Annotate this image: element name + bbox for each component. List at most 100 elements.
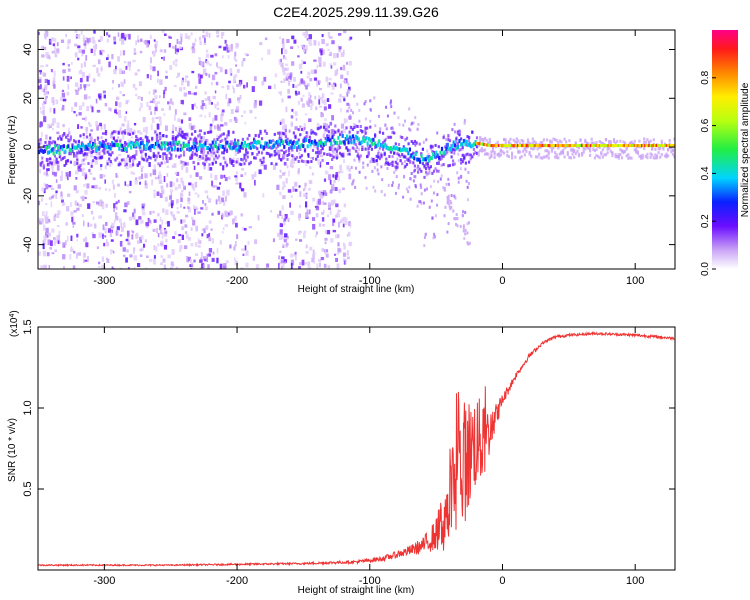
- spectrogram-noise-cell: [62, 69, 66, 74]
- spectrogram-noise-cell: [329, 63, 332, 66]
- spectrogram-noise-cell: [347, 89, 350, 94]
- spectrogram-noise-cell: [163, 113, 166, 116]
- spectrogram-ridge-cell: [347, 140, 350, 145]
- spectrogram-noise-cell: [219, 263, 223, 269]
- spectrogram-noise-cell: [48, 232, 51, 237]
- spectrogram-noise-cell: [65, 172, 69, 177]
- spectrogram-noise-cell: [40, 72, 44, 75]
- spectrogram-noise-cell: [430, 199, 433, 203]
- spectrogram-ridge-cell: [213, 151, 216, 155]
- spectrogram-ridge-cell: [294, 141, 298, 145]
- spectrogram-ridge-cell: [127, 143, 130, 148]
- spectrogram-noise-cell: [108, 34, 111, 38]
- spectrogram-ridge-cell: [597, 144, 600, 148]
- spectrogram-ridge-cell: [181, 130, 184, 134]
- spectrogram-noise-cell: [51, 167, 54, 174]
- spectrogram-noise-cell: [52, 80, 56, 87]
- spectrogram-noise-cell: [319, 138, 323, 142]
- spectrogram-ridge-cell: [90, 145, 93, 150]
- spectrogram-noise-cell: [384, 123, 387, 127]
- spectrogram-noise-cell: [211, 212, 214, 216]
- spectrogram-noise-cell: [241, 188, 245, 192]
- spectrogram-noise-cell: [81, 117, 86, 120]
- spectrogram-ridge-cell: [643, 137, 646, 141]
- spectrogram-ridge-cell: [116, 156, 119, 160]
- spectrogram-noise-cell: [318, 190, 321, 194]
- spectrogram-noise-cell: [225, 93, 228, 100]
- spectrogram-noise-cell: [204, 203, 207, 206]
- spectrogram-ridge-cell: [659, 144, 663, 148]
- spectrogram-noise-cell: [134, 87, 138, 91]
- spectrogram-noise-cell: [301, 103, 305, 108]
- spectrogram-noise-cell: [66, 235, 69, 242]
- spectrogram-ridge-cell: [328, 138, 331, 143]
- spectrogram-ridge-cell: [668, 144, 671, 148]
- spectrogram-noise-cell: [245, 262, 249, 268]
- spectrogram-ridge-cell: [534, 144, 537, 148]
- spectrogram-noise-cell: [157, 132, 160, 139]
- spectrogram-ridge-cell: [452, 163, 455, 167]
- spectrogram-noise-cell: [206, 253, 210, 257]
- spectrogram-ridge-cell: [192, 141, 195, 146]
- spectrogram-noise-cell: [172, 101, 174, 105]
- spectrogram-ridge-cell: [451, 144, 454, 149]
- spectrogram-noise-cell: [286, 235, 289, 239]
- spectrogram-ridge-cell: [555, 155, 558, 159]
- spectrogram-noise-cell: [87, 222, 90, 227]
- spectrogram-ridge-cell: [125, 147, 128, 152]
- spectrogram-noise-cell: [321, 113, 324, 117]
- spectrogram-noise-cell: [154, 176, 159, 180]
- spectrogram-noise-cell: [125, 238, 129, 242]
- spectrogram-noise-cell: [228, 45, 231, 51]
- spectrogram-noise-cell: [300, 44, 304, 48]
- spectrogram-ridge-cell: [380, 153, 383, 157]
- spectrogram-noise-cell: [209, 63, 212, 66]
- spectrogram-ridge-cell: [429, 144, 432, 148]
- spectrogram-noise-cell: [336, 212, 340, 216]
- spectrogram-noise-cell: [339, 164, 342, 171]
- spectrogram-ridge-cell: [609, 140, 612, 144]
- spectrogram-noise-cell: [98, 232, 102, 238]
- spectrogram-noise-cell: [319, 154, 324, 158]
- spectrogram-ridge-cell: [141, 138, 144, 142]
- spectrogram-ridge-cell: [214, 154, 217, 158]
- spectrogram-ridge-cell: [550, 144, 553, 148]
- spectrogram-noise-cell: [127, 267, 130, 269]
- spectrogram-ridge-cell: [149, 149, 152, 153]
- spectrogram-noise-cell: [175, 127, 177, 132]
- spectrogram-noise-cell: [165, 75, 168, 79]
- spectrogram-ridge-cell: [95, 156, 98, 160]
- spectrogram-ridge-cell: [60, 158, 63, 162]
- spectrogram-ridge-cell: [213, 157, 216, 161]
- spectrogram-ridge-cell: [531, 137, 534, 141]
- spectrogram-noise-cell: [466, 222, 469, 226]
- spectrogram-ridge-cell: [348, 148, 351, 152]
- spectrogram-ridge-cell: [239, 144, 242, 149]
- spectrogram-ridge-cell: [89, 140, 92, 144]
- spectrogram-noise-cell: [243, 110, 246, 114]
- spectrogram-noise-cell: [320, 50, 323, 56]
- spectrogram-ridge-cell: [268, 139, 271, 144]
- spectrogram-noise-cell: [283, 161, 287, 166]
- spectrogram-ridge-cell: [394, 142, 397, 146]
- spectrogram-noise-cell: [339, 94, 342, 98]
- spectrogram-ridge-cell: [99, 141, 102, 146]
- spectrogram-ridge-cell: [297, 144, 300, 149]
- spectrogram-noise-cell: [48, 265, 51, 269]
- spectrogram-ridge-cell: [499, 144, 502, 148]
- spectrogram-noise-cell: [342, 80, 345, 83]
- spectrogram-noise-cell: [149, 259, 153, 262]
- spectrogram-ridge-cell: [354, 143, 358, 147]
- spectrogram-noise-cell: [151, 179, 154, 186]
- colorbar-ticks: 0.00.20.40.60.8: [700, 70, 716, 276]
- spectrogram-noise-cell: [459, 167, 462, 171]
- spectrogram-noise-cell: [214, 175, 218, 181]
- spectrogram-ridge-cell: [331, 158, 334, 161]
- spectrogram-ridge-cell: [133, 156, 136, 160]
- spectrogram-ridge-cell: [659, 155, 662, 159]
- spectrogram-noise-cell: [67, 174, 69, 181]
- spectrogram-ridge-cell: [65, 135, 68, 139]
- spectrogram-noise-cell: [53, 215, 56, 221]
- spectrogram-noise-cell: [215, 81, 219, 86]
- spectrogram-ridge-cell: [468, 160, 471, 164]
